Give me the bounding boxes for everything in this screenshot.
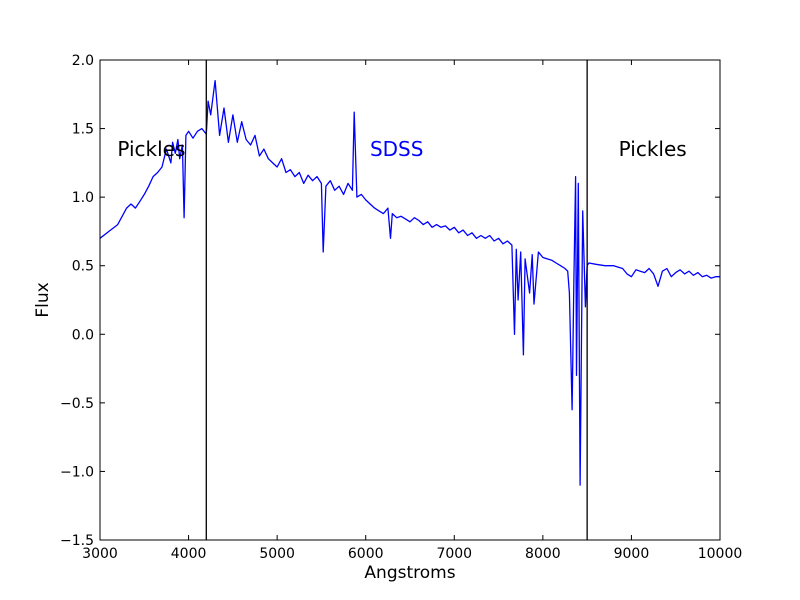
y-tick-label: 1.0 — [72, 190, 94, 206]
y-tick-label: 0.0 — [72, 327, 94, 343]
x-axis-label: Angstroms — [364, 563, 455, 583]
y-axis-label: Flux — [33, 282, 53, 317]
x-tick-label: 7000 — [436, 546, 472, 562]
y-tick-label: −1.5 — [60, 533, 94, 549]
y-tick-label: 0.5 — [72, 259, 94, 275]
x-tick-label: 3000 — [82, 546, 118, 562]
x-tick-label: 8000 — [525, 546, 561, 562]
annotations: Pickles SDSS Pickles — [117, 137, 686, 161]
x-tick-label: 10000 — [698, 546, 743, 562]
x-tick-label: 5000 — [259, 546, 295, 562]
x-tick-label: 4000 — [171, 546, 207, 562]
plot-area — [99, 60, 720, 540]
x-tick-label: 6000 — [348, 546, 384, 562]
y-tick-label: −1.0 — [60, 464, 94, 480]
y-tick-label: 1.5 — [72, 122, 94, 138]
axis-ticks: 3000 4000 5000 6000 7000 8000 9000 10000 −1.5 −1.… — [60, 53, 742, 562]
y-tick-label: −0.5 — [60, 396, 94, 412]
annotation-sdss-2: SDSS — [370, 137, 424, 161]
y-tick-label: 2.0 — [72, 53, 94, 69]
plot-frame — [99, 59, 721, 541]
spectrum-line — [99, 79, 720, 486]
x-tick-label: 9000 — [614, 546, 650, 562]
annotation-pickles-1: Pickles — [117, 137, 185, 161]
annotation-pickles-3: Pickles — [619, 137, 687, 161]
